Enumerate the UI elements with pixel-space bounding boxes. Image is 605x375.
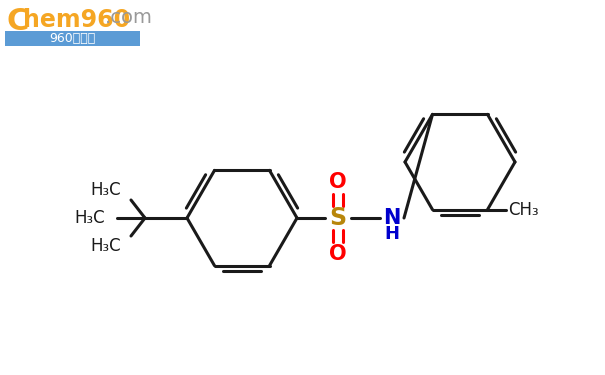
Text: H₃C: H₃C	[74, 209, 105, 227]
Text: C: C	[7, 7, 30, 36]
Text: N: N	[384, 208, 401, 228]
Text: S: S	[330, 206, 347, 230]
Bar	[5, 31, 140, 46]
Text: H₃C: H₃C	[90, 237, 121, 255]
Text: O: O	[329, 172, 347, 192]
Text: H: H	[385, 225, 399, 243]
Text: hem960: hem960	[23, 8, 130, 32]
Text: .com: .com	[105, 8, 153, 27]
Text: O: O	[329, 244, 347, 264]
Text: 960化工网: 960化工网	[49, 32, 95, 45]
Text: CH₃: CH₃	[508, 201, 539, 219]
Text: H₃C: H₃C	[90, 181, 121, 199]
